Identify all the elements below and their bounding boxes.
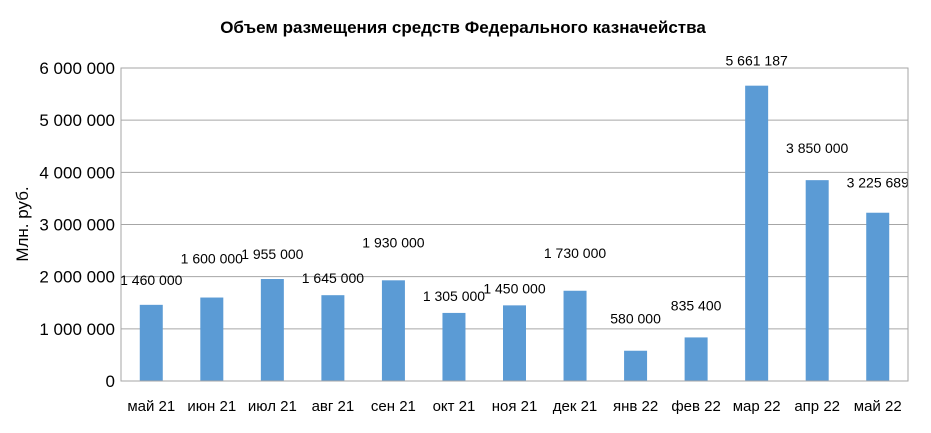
- x-axis-ticks: май 21 июн 21 июл 21 авг 21 сен 21 окт 21 ноя …: [127, 398, 901, 415]
- y-tick-label: 5 000 000: [39, 111, 115, 130]
- bar: [624, 350, 648, 381]
- x-tick-label: дек 21: [553, 398, 598, 415]
- x-tick-label: мар 22: [733, 398, 781, 415]
- y-axis-label: Млн. руб.: [13, 186, 32, 261]
- y-tick-label: 3 000 000: [39, 216, 115, 235]
- data-label: 1 930 000: [362, 234, 424, 250]
- bar: [745, 85, 769, 381]
- bar: [200, 297, 224, 381]
- data-label: 835 400: [671, 297, 722, 313]
- y-tick-label: 2 000 000: [39, 268, 115, 287]
- x-tick-label: апр 22: [794, 398, 840, 415]
- bar: [563, 290, 587, 381]
- x-tick-label: май 21: [127, 398, 175, 415]
- data-label: 5 661 187: [726, 53, 788, 69]
- bar: [503, 305, 526, 381]
- data-label: 1 460 000: [120, 272, 182, 288]
- data-label: 1 730 000: [544, 245, 606, 261]
- data-label: 1 600 000: [181, 251, 243, 267]
- bar: [381, 280, 405, 381]
- x-tick-label: янв 22: [613, 398, 658, 415]
- plot-frame: [120, 67, 909, 382]
- y-tick-label: 1 000 000: [39, 320, 115, 339]
- data-label: 1 305 000: [423, 288, 485, 304]
- x-tick-label: май 22: [854, 398, 902, 415]
- x-tick-label: июн 21: [187, 398, 236, 415]
- data-label: 3 225 689: [847, 175, 909, 191]
- y-tick-label: 4 000 000: [39, 163, 115, 182]
- data-label: 580 000: [610, 311, 661, 327]
- x-tick-label: ноя 21: [492, 398, 538, 415]
- y-tick-label: 0: [106, 372, 115, 391]
- bar: [260, 279, 284, 381]
- x-tick-label: авг 21: [312, 398, 355, 415]
- y-axis-ticks: 0 1 000 000 2 000 000 3 000 000 4 000 000 5 0…: [39, 59, 115, 391]
- data-label: 1 955 000: [241, 246, 303, 262]
- bar: [866, 212, 890, 381]
- data-label: 1 450 000: [483, 280, 545, 296]
- bar: [321, 295, 345, 381]
- x-tick-label: июл 21: [248, 398, 297, 415]
- x-tick-label: окт 21: [433, 398, 476, 415]
- chart-title: Объем размещения средств Федерального ка…: [220, 18, 706, 37]
- data-label: 1 645 000: [302, 270, 364, 286]
- x-tick-label: фев 22: [671, 398, 721, 415]
- bars: [139, 85, 890, 381]
- bar: [139, 304, 163, 381]
- bar: [805, 180, 829, 381]
- y-tick-label: 6 000 000: [39, 59, 115, 78]
- data-label: 3 850 000: [786, 140, 848, 156]
- bar: [684, 337, 708, 381]
- x-tick-label: сен 21: [371, 398, 416, 415]
- bar: [442, 312, 466, 381]
